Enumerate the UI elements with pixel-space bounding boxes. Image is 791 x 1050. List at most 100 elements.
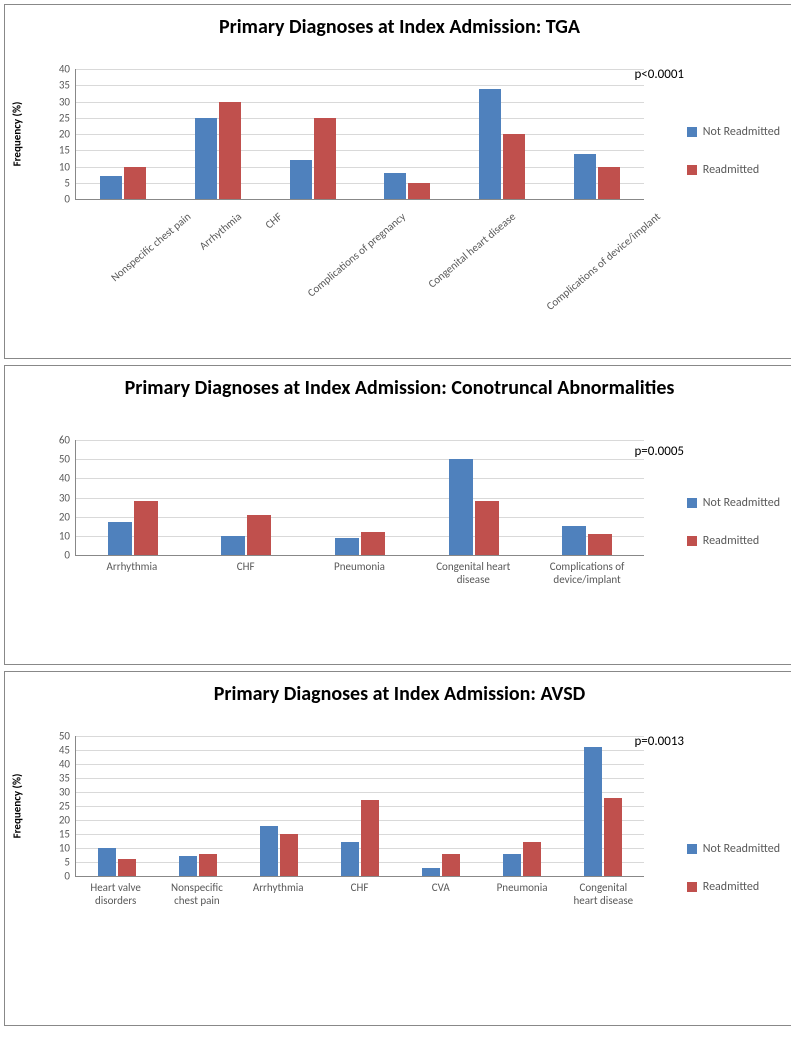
y-tick-label: 30 — [59, 491, 76, 504]
bar-not_readmitted — [449, 459, 473, 555]
bar-not_readmitted — [290, 160, 312, 199]
bars-container — [76, 736, 644, 876]
y-tick-label: 35 — [59, 79, 76, 92]
bar-not_readmitted — [479, 89, 501, 200]
bar-not_readmitted — [584, 747, 602, 876]
category-group — [76, 501, 190, 555]
y-tick-label: 60 — [59, 434, 76, 447]
y-tick-label: 25 — [59, 800, 76, 813]
chart-area: 0102030405060ArrhythmiaCHFPneumoniaConge… — [5, 440, 791, 610]
x-label: CVA — [400, 881, 481, 941]
bar-not_readmitted — [195, 118, 217, 199]
bar-not_readmitted — [98, 848, 116, 876]
bar-readmitted — [588, 534, 612, 555]
category-group — [455, 89, 550, 200]
bar-readmitted — [503, 134, 525, 199]
y-tick-label: 15 — [59, 828, 76, 841]
bar-not_readmitted — [335, 538, 359, 555]
category-group — [190, 515, 304, 555]
category-group — [563, 747, 644, 876]
bar-readmitted — [604, 798, 622, 876]
x-labels: Heart valve disordersNonspecific chest p… — [75, 881, 644, 941]
y-tick-label: 5 — [64, 856, 76, 869]
y-tick-label: 45 — [59, 744, 76, 757]
x-label: Complications of device/implant — [530, 560, 644, 610]
chart-title: Primary Diagnoses at Index Admission: Co… — [5, 366, 791, 400]
y-tick-label: 20 — [59, 510, 76, 523]
category-group — [238, 826, 319, 876]
category-group — [401, 854, 482, 876]
x-label: Congenital heart disease — [390, 204, 500, 334]
y-tick-label: 0 — [64, 870, 76, 883]
bar-not_readmitted — [384, 173, 406, 199]
y-tick-label: 0 — [64, 193, 76, 206]
y-tick-label: 20 — [59, 128, 76, 141]
x-label: CHF — [319, 881, 400, 941]
bar-readmitted — [523, 842, 541, 876]
y-tick-label: 30 — [59, 786, 76, 799]
bar-readmitted — [442, 854, 460, 876]
chart-title: Primary Diagnoses at Index Admission: TG… — [5, 5, 791, 39]
x-labels: Nonspecific chest painArrhythmiaCHFCompl… — [75, 204, 644, 334]
y-tick-label: 25 — [59, 111, 76, 124]
y-tick-label: 10 — [59, 160, 76, 173]
bar-readmitted — [361, 532, 385, 555]
category-group — [549, 154, 644, 200]
bar-not_readmitted — [108, 522, 132, 555]
plot-area: 0510152025303540 — [75, 69, 644, 200]
bar-not_readmitted — [221, 536, 245, 555]
y-tick-label: 50 — [59, 453, 76, 466]
y-tick-label: 40 — [59, 63, 76, 76]
bar-not_readmitted — [179, 856, 197, 876]
bar-readmitted — [598, 167, 620, 200]
bar-readmitted — [247, 515, 271, 555]
chart-panel-conotruncal: Primary Diagnoses at Index Admission: Co… — [4, 365, 791, 665]
bar-not_readmitted — [574, 154, 596, 200]
category-group — [319, 800, 400, 876]
bar-readmitted — [280, 834, 298, 876]
bar-readmitted — [314, 118, 336, 199]
category-group — [303, 532, 417, 555]
category-group — [76, 848, 157, 876]
bars-container — [76, 440, 644, 555]
bar-not_readmitted — [422, 868, 440, 876]
x-label: Nonspecific chest pain — [156, 881, 237, 941]
y-tick-label: 5 — [64, 176, 76, 189]
x-label: Complications of pregnancy — [266, 204, 390, 334]
chart-area: Frequency (%)05101520253035404550Heart v… — [5, 736, 791, 941]
x-label: Pneumonia — [303, 560, 417, 610]
x-label: Nonspecific chest pain — [75, 204, 175, 334]
x-label: Arrhythmia — [238, 881, 319, 941]
bar-readmitted — [124, 167, 146, 200]
y-tick-label: 20 — [59, 814, 76, 827]
bar-readmitted — [361, 800, 379, 876]
bar-readmitted — [199, 854, 217, 876]
category-group — [157, 854, 238, 876]
y-tick-label: 40 — [59, 472, 76, 485]
x-label: Complications of device/implant — [500, 204, 644, 334]
bar-not_readmitted — [562, 526, 586, 555]
category-group — [482, 842, 563, 876]
bar-not_readmitted — [341, 842, 359, 876]
bar-not_readmitted — [100, 176, 122, 199]
y-axis-label: Frequency (%) — [11, 102, 24, 167]
bar-readmitted — [219, 102, 241, 200]
x-label: Congenital heart disease — [416, 560, 530, 610]
bar-readmitted — [408, 183, 430, 199]
x-label: Congenital heart disease — [563, 881, 644, 941]
y-tick-label: 30 — [59, 95, 76, 108]
x-label: Arrhythmia — [75, 560, 189, 610]
category-group — [265, 118, 360, 199]
y-tick-label: 10 — [59, 842, 76, 855]
bar-not_readmitted — [260, 826, 278, 876]
y-axis-label: Frequency (%) — [11, 774, 24, 839]
category-group — [360, 173, 455, 199]
x-label: Heart valve disorders — [75, 881, 156, 941]
y-tick-label: 40 — [59, 758, 76, 771]
category-group — [171, 102, 266, 200]
y-tick-label: 10 — [59, 529, 76, 542]
bar-readmitted — [134, 501, 158, 555]
x-label: Pneumonia — [481, 881, 562, 941]
bar-not_readmitted — [503, 854, 521, 876]
bar-readmitted — [475, 501, 499, 555]
